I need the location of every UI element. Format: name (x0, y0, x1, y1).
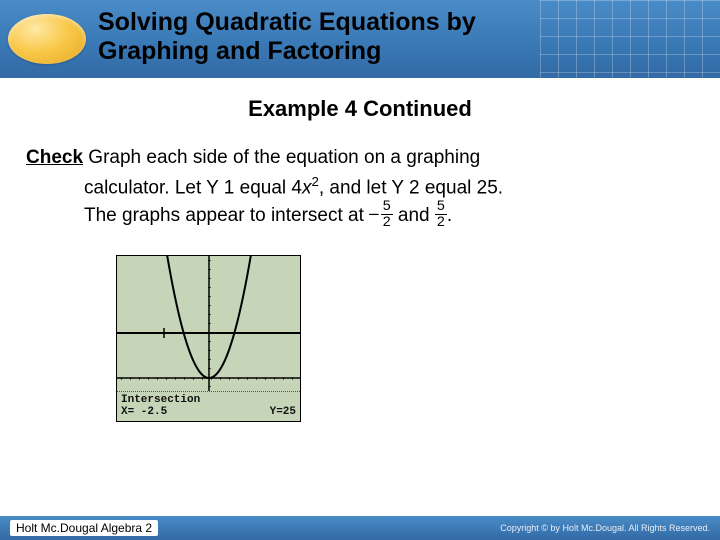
footer-right: Copyright © by Holt Mc.Dougal. All Right… (500, 523, 710, 533)
header-banner: Solving Quadratic Equations by Graphing … (0, 0, 720, 78)
text-3a: The graphs appear to intersect at (84, 205, 369, 226)
text-line-1: Graph each side of the equation on a gra… (83, 147, 480, 168)
check-label: Check (26, 147, 83, 168)
text-2a: calculator. Let Y 1 equal 4 (84, 177, 302, 198)
header-grid-pattern (540, 0, 720, 78)
calc-label-y: Y=25 (270, 406, 296, 418)
frac1-num: 5 (381, 199, 393, 214)
title-line-1: Solving Quadratic Equations by (98, 8, 476, 36)
text-exp: 2 (311, 174, 318, 189)
calc-readout-right: Y=25 (270, 406, 296, 418)
calculator-readout: Intersection X= -2.5 Y=25 (117, 391, 300, 421)
frac2-den: 2 (435, 215, 447, 229)
calculator-graph (117, 256, 300, 391)
footer-left: Holt Mc.Dougal Algebra 2 (10, 520, 158, 536)
footer-bar: Holt Mc.Dougal Algebra 2 Copyright © by … (0, 516, 720, 540)
calc-readout-left: Intersection X= -2.5 (121, 394, 200, 418)
content-area: Example 4 Continued Check Graph each sid… (0, 78, 720, 422)
calc-label-intersection: Intersection (121, 394, 200, 406)
neg-sign: – (369, 202, 379, 227)
text-3c: . (447, 205, 452, 226)
title-line-2: Graphing and Factoring (98, 37, 381, 65)
fraction-2: 52 (435, 199, 447, 229)
frac2-num: 5 (435, 199, 447, 214)
fraction-1: 52 (381, 199, 393, 229)
body-text: Check Graph each side of the equation on… (26, 144, 694, 231)
example-title: Example 4 Continued (26, 96, 694, 122)
page-title: Solving Quadratic Equations by Graphing … (98, 8, 476, 66)
frac1-den: 2 (381, 215, 393, 229)
calculator-screenshot: Intersection X= -2.5 Y=25 (116, 255, 301, 422)
text-2b: , and let Y 2 equal 25. (319, 177, 503, 198)
text-3b: and (393, 205, 435, 226)
calc-label-x: X= -2.5 (121, 406, 167, 418)
logo-oval-icon (8, 14, 86, 64)
text-indent-block: calculator. Let Y 1 equal 4x2, and let Y… (84, 172, 694, 231)
